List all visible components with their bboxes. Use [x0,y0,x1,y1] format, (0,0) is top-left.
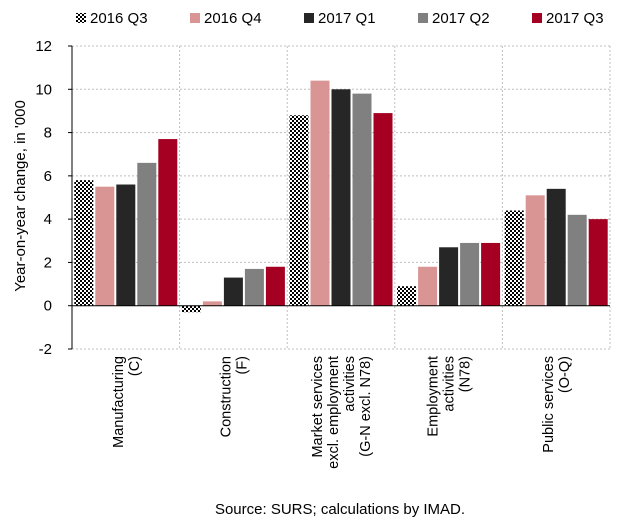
bar-2016-q3-market [289,115,309,306]
legend: 2016 Q3 2016 Q4 2017 Q1 2017 Q2 2017 Q3 [76,10,604,27]
bar-2016-q4-construction [202,301,222,306]
y-tick-label: 10 [35,81,52,98]
y-axis-title: Year-on-year change, in '000 [12,100,29,292]
legend-swatch-2016-q3 [76,13,86,23]
bars [74,80,608,313]
bar-2017-q3-manufacturing [158,139,178,306]
bar-2017-q2-public [567,214,587,306]
category-label-public: Public services (O-Q) [541,356,573,453]
source-note: Source: SURS; calculations by IMAD. [215,501,465,518]
category-label-line: (O-Q) [557,356,573,393]
category-label-line: activities [342,356,358,412]
category-label-line: Manufacturing [111,356,127,448]
legend-swatch-2017-q1 [304,13,314,23]
category-label-line: (F) [234,356,250,375]
bar-2017-q1-construction [223,277,243,306]
y-tick-label: 2 [44,254,52,271]
legend-label-2017-q3: 2017 Q3 [546,10,604,27]
legend-swatch-2017-q3 [532,13,542,23]
bar-2017-q1-manufacturing [116,184,136,306]
y-tick-label: 8 [44,125,52,142]
category-label-manufacturing: Manufacturing (C) [111,356,143,448]
bar-2017-q1-market [331,89,351,306]
legend-label-2017-q1: 2017 Q1 [318,10,376,27]
category-labels: Manufacturing (C) Construction (F) Market se… [111,356,573,469]
bar-2017-q3-market [373,113,393,306]
category-label-line: (C) [127,356,143,376]
axes [68,45,610,350]
legend-swatch-2016-q4 [190,13,200,23]
y-tick-label: 12 [35,38,52,55]
category-label-line: excl. employment [326,356,342,469]
category-label-employment: Employment activities (N78) [426,356,474,437]
y-tick-label: -2 [39,341,52,358]
bar-2017-q3-construction [265,266,285,306]
legend-swatch-2017-q2 [418,13,428,23]
bar-2016-q3-construction [181,305,201,313]
category-label-line: (N78) [458,356,474,392]
bar-2017-q3-public [588,219,608,306]
category-label-line: (G-N excl. N78) [358,356,374,457]
bar-2017-q3-employment [481,242,501,306]
category-label-line: Construction [218,356,234,437]
bar-2016-q4-manufacturing [95,186,115,306]
category-label-line: Employment [426,356,442,437]
bar-2017-q2-employment [460,242,480,306]
category-label-market: Market services excl. employment activitie… [310,356,374,469]
category-label-line: Market services [310,356,326,458]
bar-2016-q3-employment [397,286,417,306]
bar-2017-q2-construction [244,268,264,306]
legend-label-2017-q2: 2017 Q2 [432,10,490,27]
bar-2017-q2-manufacturing [137,162,157,306]
bar-2016-q4-employment [418,266,438,306]
category-label-line: Public services [541,356,557,453]
bar-2016-q4-market [310,80,330,306]
bar-2017-q2-market [352,93,372,306]
bar-2016-q3-manufacturing [74,180,94,306]
y-tick-label: 6 [44,168,52,185]
bar-2017-q1-employment [439,247,459,306]
legend-label-2016-q3: 2016 Q3 [90,10,148,27]
bar-2016-q4-public [525,195,545,306]
y-tick-label: 4 [44,211,52,228]
category-label-line: activities [442,356,458,412]
legend-label-2016-q4: 2016 Q4 [204,10,262,27]
bar-2016-q3-public [504,210,524,306]
y-tick-labels: -2 0 2 4 6 8 10 12 [35,38,52,358]
y-tick-label: 0 [44,298,52,315]
bar-2017-q1-public [546,188,566,306]
category-label-construction: Construction (F) [218,356,250,437]
